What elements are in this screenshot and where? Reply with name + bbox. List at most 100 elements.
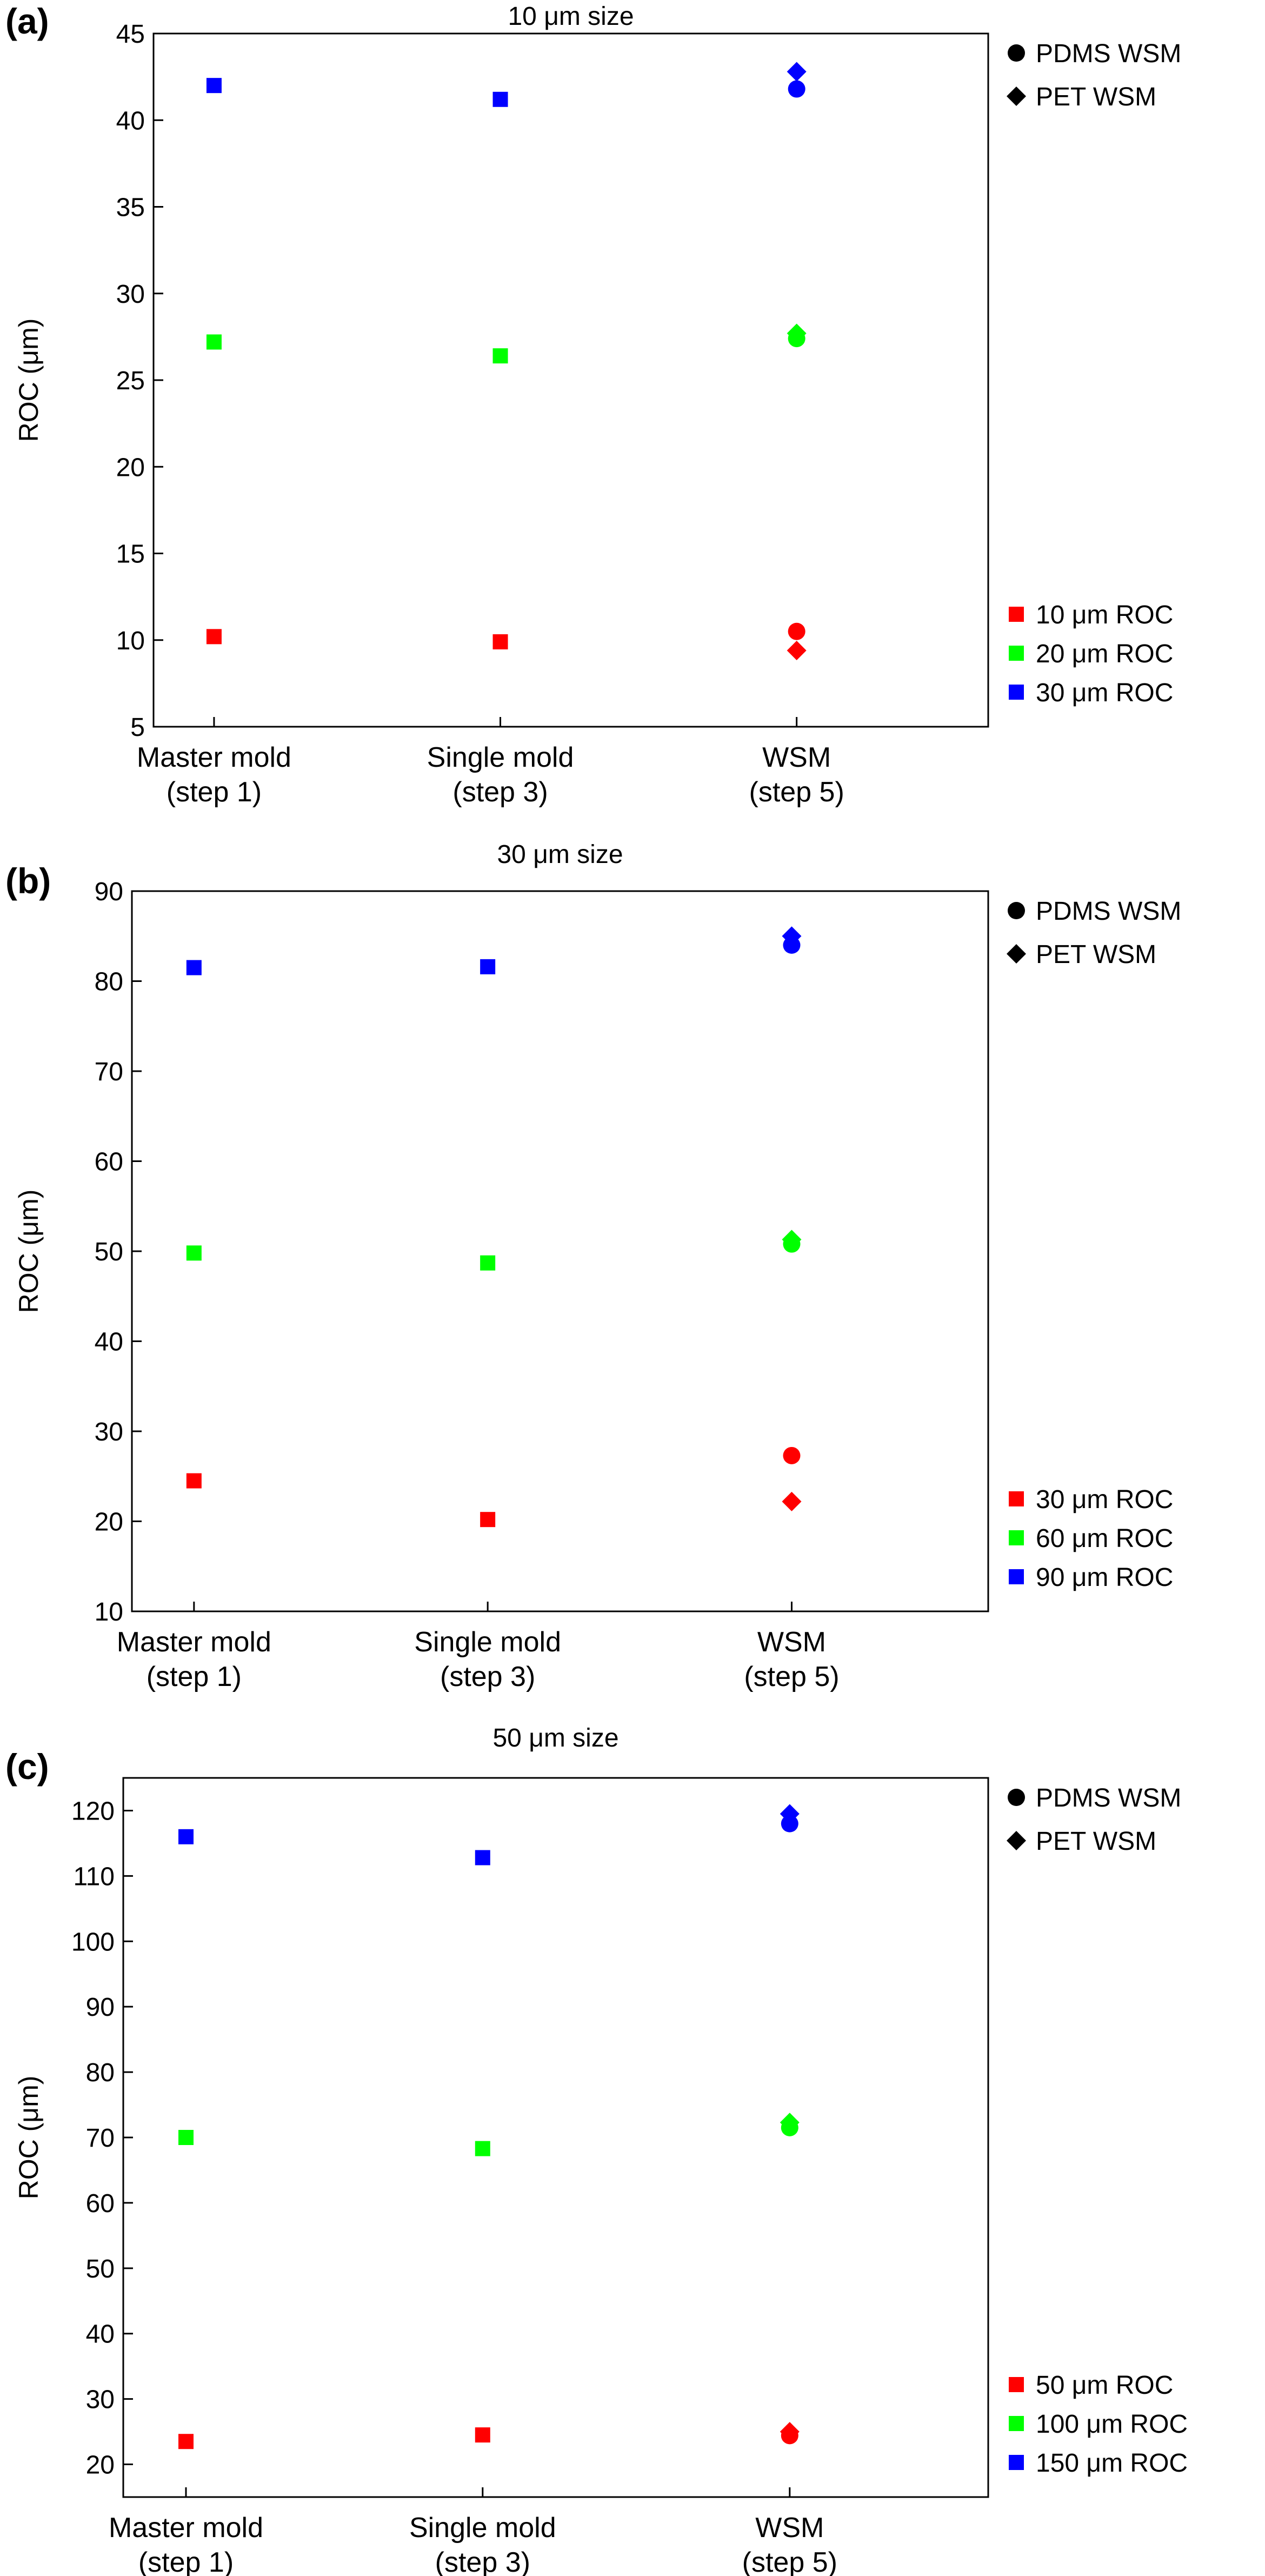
data-point-square — [206, 629, 222, 645]
plot-frame — [122, 1777, 989, 2498]
legend-label: 30 μm ROC — [1036, 679, 1173, 707]
y-tick-label: 30 — [116, 280, 145, 309]
data-point-square — [480, 1255, 496, 1271]
y-tick-label: 40 — [95, 1328, 123, 1357]
panel-label: (b) — [5, 861, 51, 901]
y-tick-label: 40 — [116, 107, 145, 135]
y-tick-label: 20 — [86, 2451, 115, 2480]
x-category-label: Master mold — [117, 1626, 271, 1658]
data-point-square — [178, 2130, 194, 2145]
data-point-square — [480, 1512, 496, 1528]
x-category-sublabel: (step 3) — [452, 776, 548, 808]
legend-color-square-icon — [1009, 646, 1024, 661]
data-point-square — [480, 959, 496, 974]
data-point-square — [178, 2434, 194, 2449]
x-category-label: Single mold — [414, 1626, 561, 1658]
y-tick-label: 10 — [95, 1598, 123, 1626]
legend-diamond-icon — [1007, 944, 1026, 964]
y-tick-label: 90 — [86, 1993, 115, 2022]
chart-panel-c: (c) 50 μm size 20 30 40 50 60 70 80 90 100 110 120 RO… — [5, 1724, 1188, 2576]
data-point-square — [475, 2141, 490, 2156]
y-tick-label: 60 — [95, 1148, 123, 1177]
y-tick-label: 80 — [86, 2059, 115, 2087]
x-category-label: Single mold — [409, 2512, 556, 2544]
chart-title: 50 μm size — [492, 1724, 618, 1752]
data-point-diamond — [787, 640, 807, 660]
y-tick-label: 100 — [71, 1928, 115, 1956]
y-tick-label: 20 — [116, 453, 145, 482]
legend-color-square-icon — [1009, 2377, 1024, 2392]
legend-label: PET WSM — [1036, 940, 1156, 969]
y-tick-label: 5 — [130, 713, 145, 742]
data-point-square — [206, 334, 222, 350]
legend-color-square-icon — [1009, 1530, 1024, 1545]
plot-frame — [152, 32, 989, 728]
legend-label: PDMS WSM — [1036, 39, 1181, 68]
legend-color-square-icon — [1009, 1491, 1024, 1506]
y-tick-label: 60 — [86, 2189, 115, 2218]
x-category-label: Single mold — [427, 742, 574, 773]
panel-label: (c) — [5, 1747, 49, 1787]
x-category-sublabel: (step 5) — [744, 1661, 839, 1692]
legend-label: PET WSM — [1036, 83, 1156, 111]
legend-circle-icon — [1008, 1789, 1025, 1806]
data-point-square — [178, 1829, 194, 1844]
data-point-circle — [783, 1446, 801, 1464]
x-category-sublabel: (step 5) — [749, 776, 844, 808]
legend-label: 90 μm ROC — [1036, 1563, 1173, 1592]
x-category-sublabel: (step 1) — [138, 2547, 234, 2576]
y-tick-label: 30 — [86, 2386, 115, 2414]
y-tick-label: 20 — [95, 1508, 123, 1537]
x-category-label: Master mold — [109, 2512, 263, 2544]
legend-color-square-icon — [1009, 2455, 1024, 2470]
data-point-square — [492, 348, 508, 364]
y-tick-label: 120 — [71, 1797, 115, 1825]
legend-label: 30 μm ROC — [1036, 1485, 1173, 1514]
y-tick-label: 15 — [116, 540, 145, 569]
legend-label: PET WSM — [1036, 1827, 1156, 1856]
data-point-diamond — [787, 62, 807, 82]
y-tick-label: 25 — [116, 367, 145, 395]
x-category-label: WSM — [762, 742, 831, 773]
y-tick-label: 35 — [116, 194, 145, 222]
legend-label: 50 μm ROC — [1036, 2371, 1173, 2400]
data-point-diamond — [780, 2113, 800, 2133]
chart-panel-b: (b) 30 μm size 10 20 30 40 50 60 70 80 90 ROC (μm) M… — [5, 840, 1181, 1692]
y-tick-label: 30 — [95, 1418, 123, 1446]
y-tick-label: 90 — [95, 878, 123, 906]
y-tick-label: 45 — [116, 20, 145, 49]
legend-color-square-icon — [1009, 1569, 1024, 1584]
legend-circle-icon — [1008, 902, 1025, 919]
legend-label: 150 μm ROC — [1036, 2449, 1188, 2478]
chart-title: 10 μm size — [508, 2, 634, 31]
data-point-square — [186, 1473, 202, 1489]
legend-diamond-icon — [1007, 87, 1026, 106]
plot-frame — [131, 890, 989, 1612]
x-category-sublabel: (step 1) — [167, 776, 262, 808]
data-point-diamond — [782, 926, 802, 946]
legend-label: 60 μm ROC — [1036, 1524, 1173, 1553]
y-tick-label: 70 — [95, 1058, 123, 1086]
y-axis-label: ROC (μm) — [14, 318, 44, 442]
legend-color-square-icon — [1009, 685, 1024, 700]
legend-circle-icon — [1008, 44, 1025, 62]
x-category-label: Master mold — [137, 742, 291, 773]
x-category-sublabel: (step 5) — [742, 2547, 837, 2576]
y-axis-label: ROC (μm) — [14, 1190, 44, 1313]
y-tick-label: 50 — [95, 1238, 123, 1266]
legend-diamond-icon — [1007, 1831, 1026, 1850]
x-category-label: WSM — [757, 1626, 826, 1658]
data-point-square — [475, 2427, 490, 2443]
y-tick-label: 80 — [95, 968, 123, 997]
data-point-square — [206, 78, 222, 94]
x-category-sublabel: (step 3) — [440, 1661, 535, 1692]
data-point-diamond — [782, 1491, 802, 1511]
data-point-square — [186, 1245, 202, 1261]
chart-title: 30 μm size — [497, 840, 623, 869]
data-point-circle — [788, 622, 805, 640]
data-point-square — [475, 1850, 490, 1865]
y-tick-label: 10 — [116, 627, 145, 655]
y-tick-label: 40 — [86, 2320, 115, 2349]
legend-label: PDMS WSM — [1036, 1784, 1181, 1813]
